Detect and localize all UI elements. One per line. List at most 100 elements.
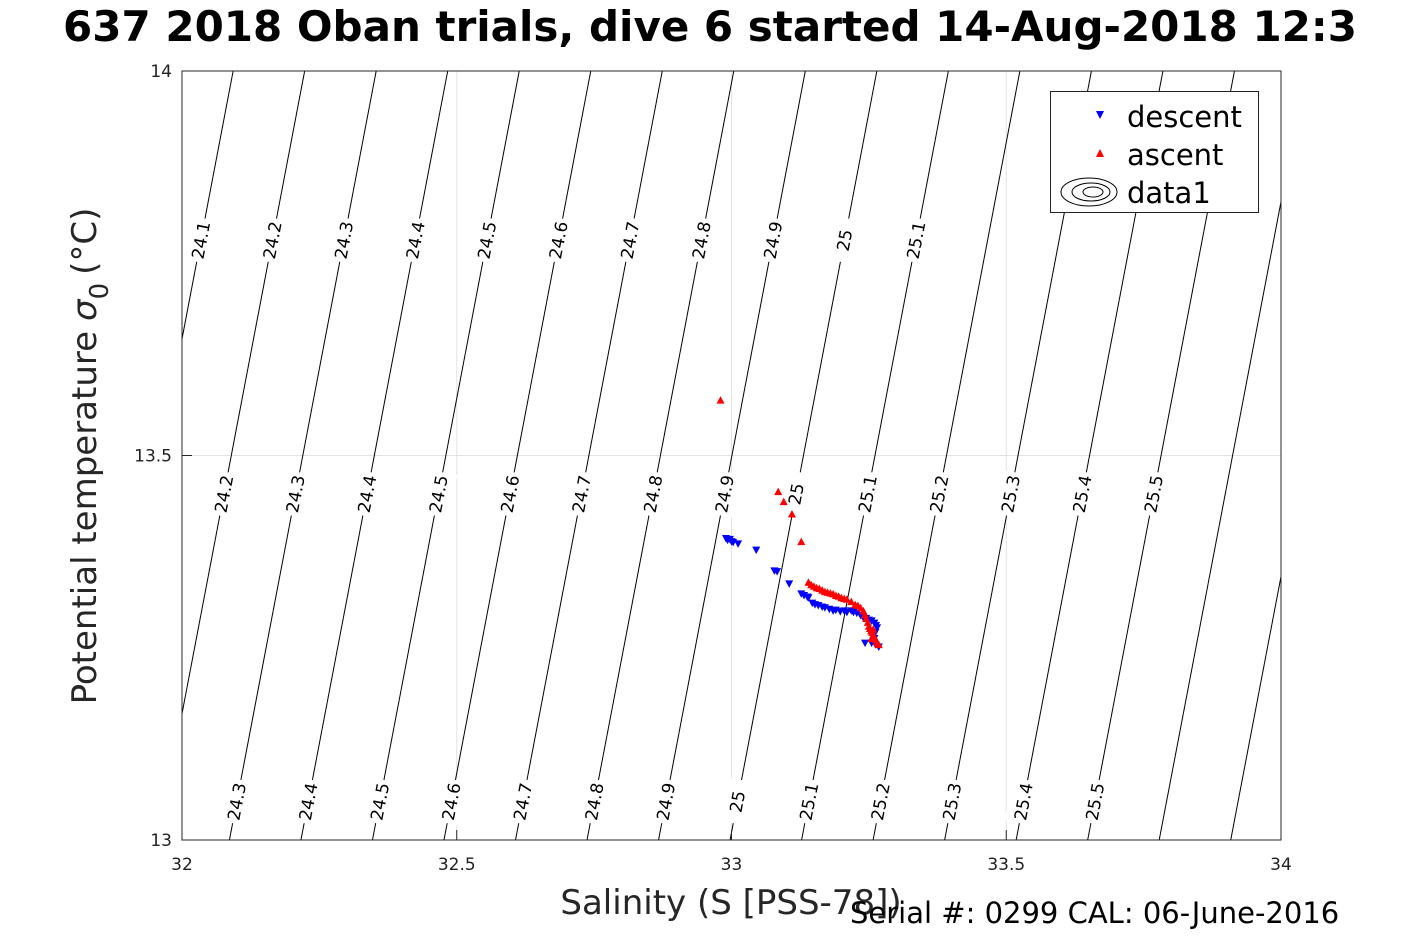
legend-label-descent: descent [1127,100,1242,134]
contour-label-background [1063,469,1102,519]
contour-label-background [289,777,328,826]
density-contour-line [801,71,949,840]
y-axis-label-subscript: 0 [85,283,115,300]
density-contour-line [443,71,592,840]
y-axis-label-symbol: σ [65,298,105,321]
contour-label-background [634,469,672,519]
contour-label-background [325,215,363,265]
legend: descent ascent data1 [1050,91,1259,213]
contour-label-background [920,469,959,519]
serial-calibration-text: Serial #: 0299 CAL: 06-June-2016 [850,896,1340,930]
contour-label-background [790,777,828,826]
contour-label-background [933,777,971,826]
contour-label: 25 [834,228,858,253]
ascent-series [716,396,883,649]
x-tick-label: 32 [171,855,193,875]
contour-label-background [503,777,542,826]
x-tick-label: 32.5 [438,855,476,875]
x-tick-label: 34 [1270,855,1292,875]
y-axis-label-unit: (°C) [65,208,105,275]
contour-label-background [468,215,506,265]
ascent-point [842,595,851,603]
density-contour-line [514,71,663,840]
contour-label-background [217,777,256,826]
contour-label-background [754,215,792,265]
descent-point [734,540,743,548]
descent-point [785,580,794,588]
contour-label-background [396,215,435,265]
contour-label-background [705,469,744,519]
contour-label-background [1004,777,1043,826]
contour-label-background [777,469,815,519]
density-contour-line [729,71,878,840]
density-contour-line [1158,199,1281,840]
contour-ellipses-icon [1060,177,1118,207]
contour-label-background [360,777,399,826]
ascent-point [869,625,878,633]
density-contour-line [658,71,806,840]
contour-label-background [253,215,292,265]
y-tick-label: 14 [150,62,172,82]
triangle-down-marker-icon [1096,111,1104,119]
ascent-point [774,487,783,496]
contour-label-background [562,469,601,519]
chart-title: 637 2018 Oban trials, dive 6 started 14-… [63,2,1357,51]
density-contour-line [300,71,449,840]
ascent-point [867,634,876,643]
ascent-point [797,537,806,546]
contour-label-background [718,777,757,826]
contour-label-background [861,777,900,826]
legend-label-data1: data1 [1127,176,1211,210]
descent-point [773,568,782,576]
descent-point [861,639,870,648]
contour-label-background [491,469,529,519]
density-contour-line [228,71,377,840]
contour-label-background [825,215,864,265]
descent-point [842,608,851,617]
contour-label-background [432,777,471,826]
contour-label-background [575,777,614,826]
contour-label-background [419,469,458,519]
contour-label-background [1134,469,1173,519]
y-tick-label: 13 [150,831,172,851]
ascent-point [874,640,883,649]
ascent-point [787,509,796,518]
y-axis-label: Potential temperature σ0 (°C) [65,208,115,705]
legend-item-ascent: ascent [1051,136,1260,172]
contour-label-background [276,469,315,519]
x-tick-label: 33 [721,855,743,875]
descent-point [752,546,761,555]
contour-label-background [348,469,386,519]
ascent-point [779,497,788,506]
contour-label-background [897,215,935,265]
contour-label: 25 [785,482,809,507]
contour-label-background [848,469,887,519]
contour-label-background [205,469,243,519]
density-contour-line [872,71,1021,840]
legend-item-descent: descent [1051,98,1260,134]
contour-label-background [991,469,1030,519]
x-tick-label: 33.5 [987,855,1025,875]
descent-point [873,624,882,632]
legend-label-ascent: ascent [1127,138,1224,172]
density-contour-labels: 24.1 24.2 24.3 24.4 24.5 24.6 24.7 24.8 24.9 25 25… [181,215,1173,826]
contour-label: 25 [727,789,751,814]
density-contour-line [586,71,735,840]
density-contour-line [182,71,234,342]
descent-series [722,535,883,651]
contour-label-background [181,215,220,265]
y-tick-label: 13.5 [134,447,172,467]
contour-label-background [682,215,721,265]
y-axis-label-text: Potential temperature [65,331,105,704]
contour-label-background [611,215,649,265]
legend-item-data1: data1 [1051,174,1260,210]
x-axis-label: Salinity (S [PSS-78]) [560,883,901,923]
contour-label-background [539,215,578,265]
density-contour-line [182,71,306,717]
descent-point [852,609,861,618]
triangle-up-marker-icon [1096,149,1104,157]
descent-point [804,594,813,602]
contour-label-background [1076,777,1114,826]
contour-label-background [647,777,685,826]
density-contour-line [1230,573,1281,840]
